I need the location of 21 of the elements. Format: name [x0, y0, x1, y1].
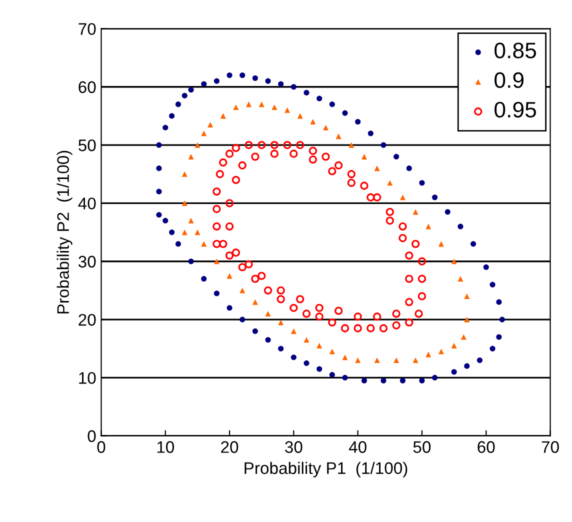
x-tick-label: 0 [97, 441, 106, 453]
y-tick-label: 0 [88, 430, 96, 442]
x-tick-label: 40 [348, 441, 366, 453]
x-axis-title: Probability P1 (1/100) [244, 462, 408, 478]
legend-label: 0.9 [494, 72, 524, 88]
y-tick-label: 70 [78, 23, 96, 35]
y-tick-label: 40 [78, 198, 96, 210]
y-tick-label: 50 [78, 139, 96, 152]
x-tick-label: 10 [157, 441, 174, 453]
legend-label: 0.95 [494, 102, 536, 118]
x-tick-label: 50 [413, 441, 431, 453]
x-tick-label: 60 [478, 441, 495, 453]
y-tick-label: 10 [79, 372, 96, 384]
y-tick-label: 60 [78, 81, 96, 94]
legend-label: 0.85 [494, 42, 536, 58]
x-tick-label: 70 [542, 441, 559, 453]
y-axis-title: Probability P2 (1/100) [56, 150, 72, 314]
x-tick-label: 30 [285, 441, 302, 453]
x-tick-label: 20 [221, 441, 238, 453]
y-tick-label: 20 [78, 314, 96, 326]
y-tick-label: 30 [78, 256, 96, 268]
